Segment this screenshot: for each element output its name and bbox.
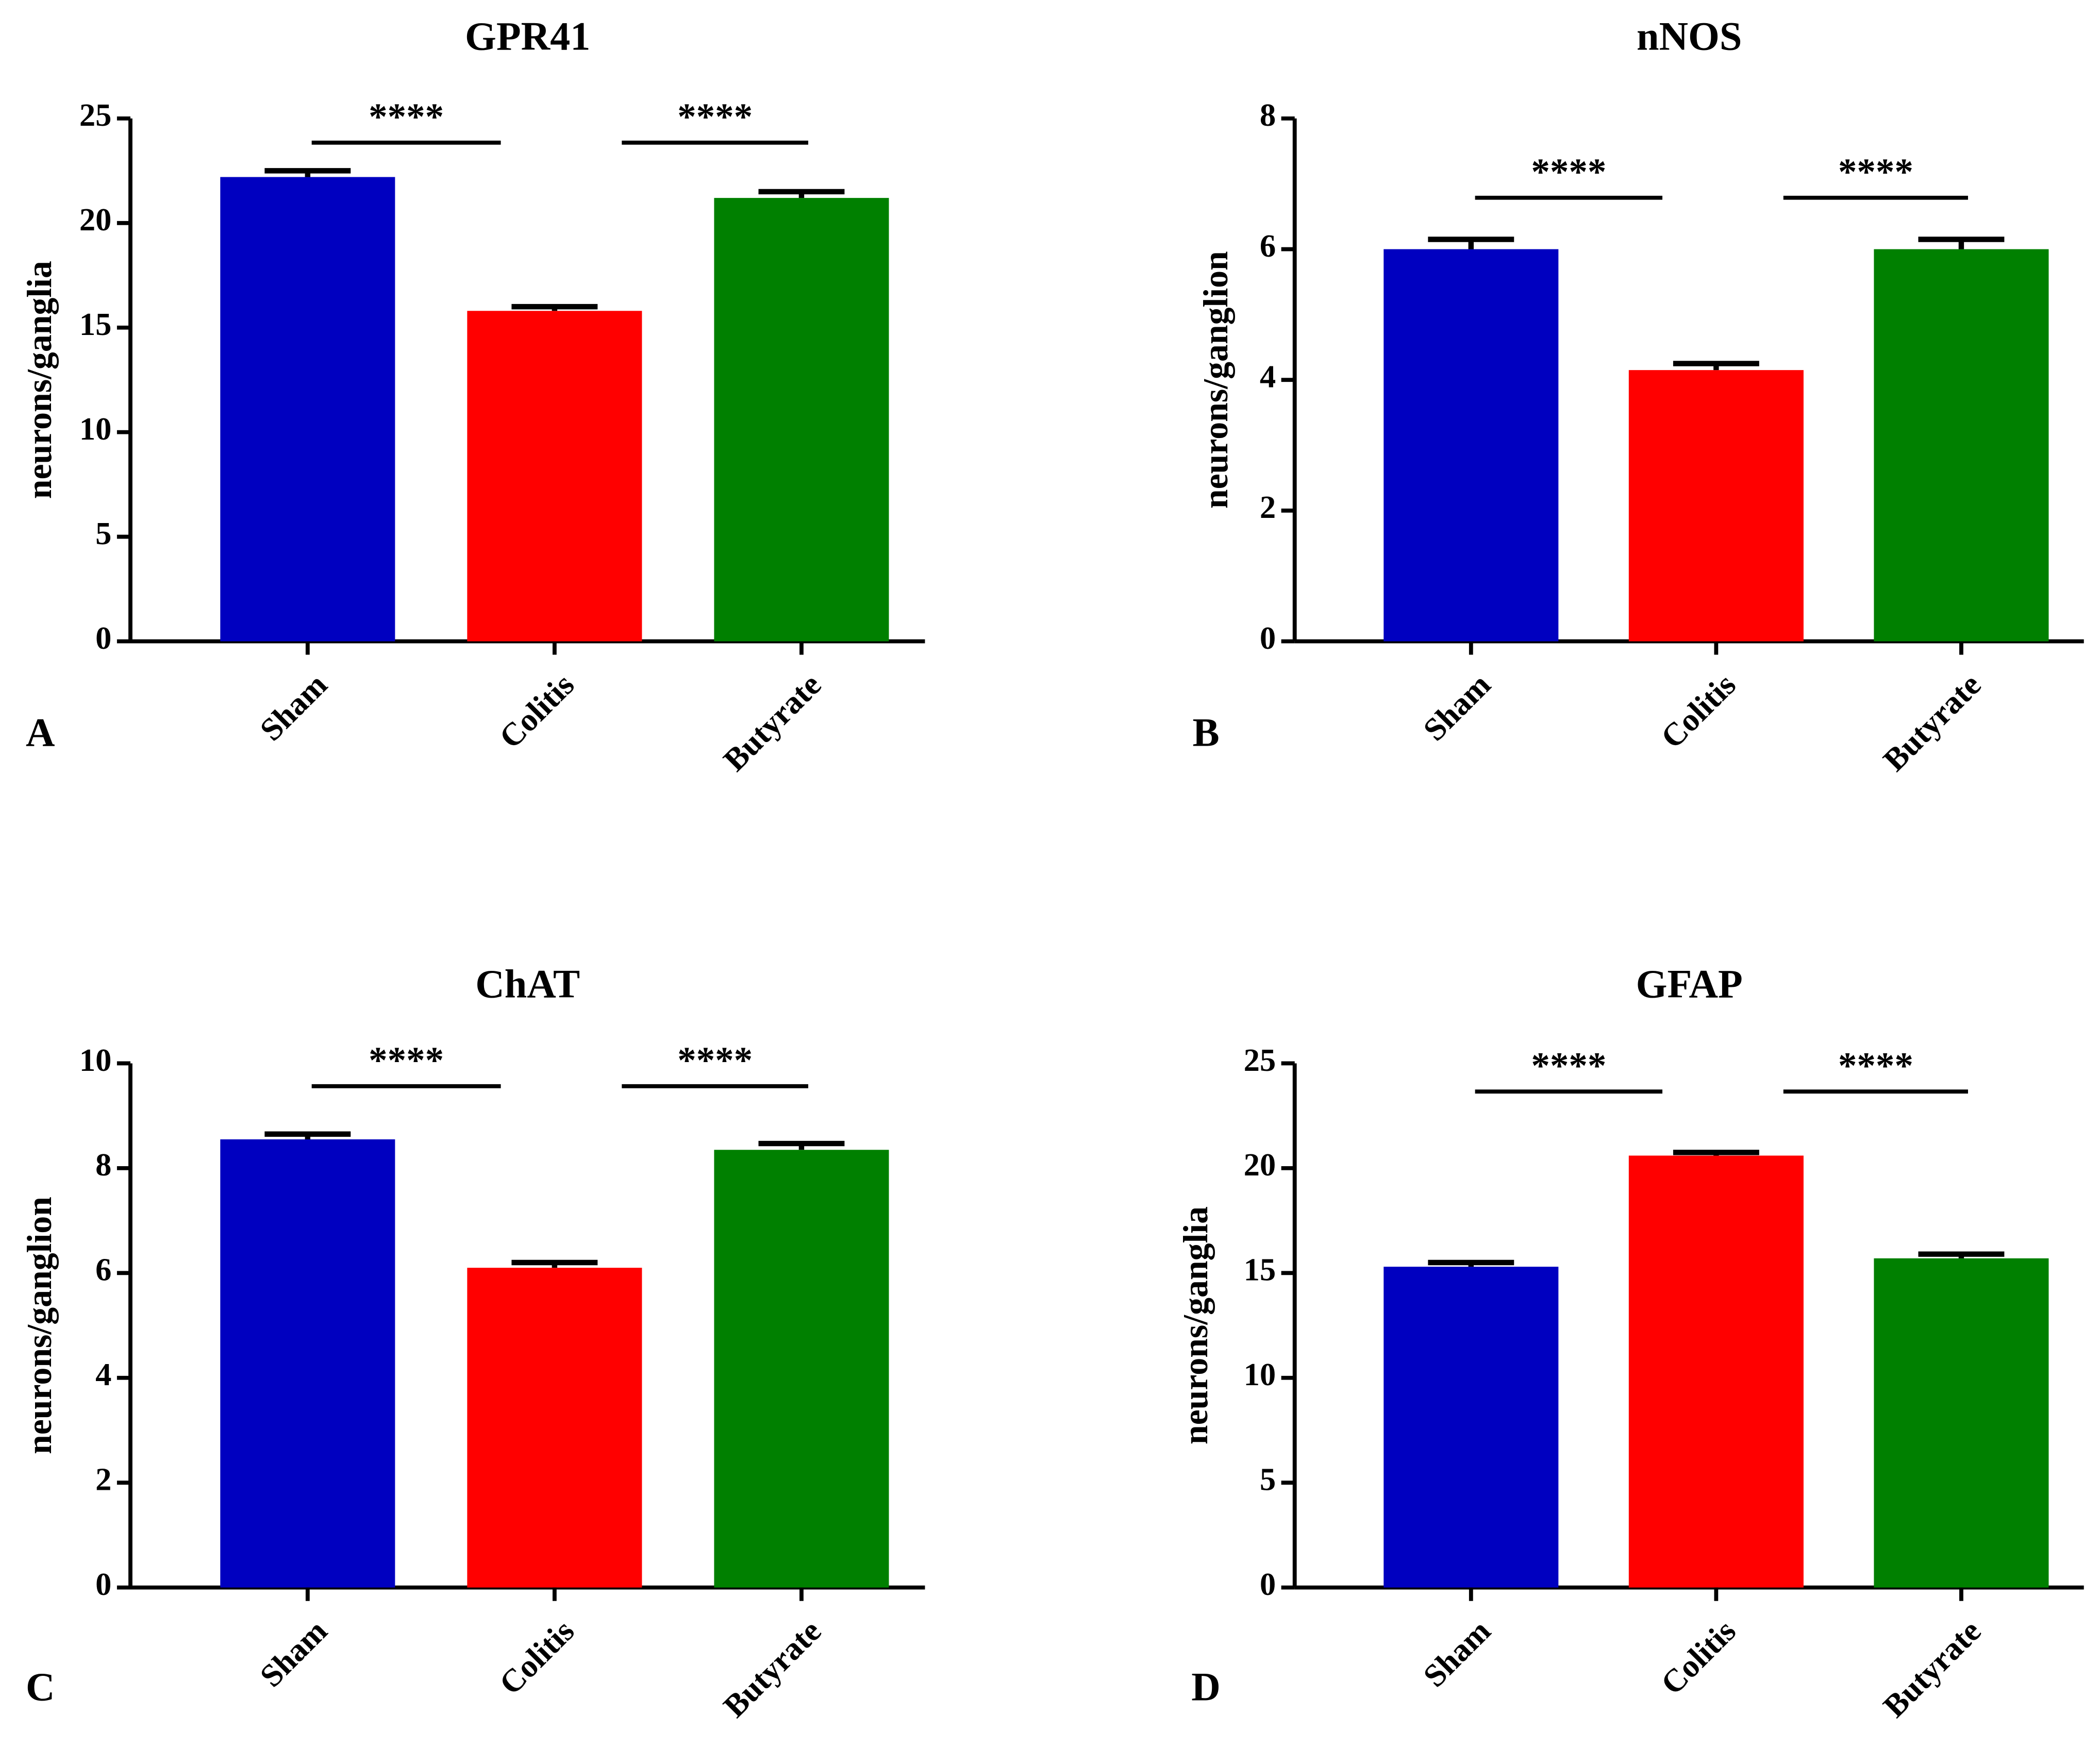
error-bar <box>511 1259 598 1268</box>
y-tick-label: 0 <box>1260 620 1276 656</box>
panel-label: A <box>26 710 55 755</box>
bar <box>467 1268 642 1588</box>
x-tick-label: Butyrate <box>1876 666 1988 778</box>
bar <box>1628 1155 1804 1588</box>
bar <box>1874 249 2049 642</box>
x-tick-label: Sham <box>1416 1612 1497 1694</box>
error-bar <box>1918 237 2005 249</box>
chart-title: GFAP <box>1636 961 1743 1006</box>
y-tick-label: 4 <box>1260 359 1276 395</box>
y-tick-label: 10 <box>79 1042 112 1078</box>
significance-label: **** <box>369 96 444 138</box>
y-tick-label: 15 <box>79 306 112 342</box>
error-bar <box>1673 361 1759 371</box>
error-bar <box>264 1131 351 1139</box>
significance-label: **** <box>1531 1045 1606 1086</box>
error-bar <box>758 1140 845 1150</box>
x-tick-label: Butyrate <box>716 666 828 778</box>
y-tick-label: 2 <box>1260 489 1276 525</box>
x-tick-label: Colitis <box>492 1612 581 1701</box>
panel-label: D <box>1191 1664 1220 1709</box>
panel-label: B <box>1192 710 1219 755</box>
y-tick-label: 2 <box>95 1461 111 1498</box>
y-tick-label: 0 <box>95 1566 111 1602</box>
x-tick-label: Butyrate <box>716 1612 828 1724</box>
bar <box>1384 249 1559 642</box>
y-tick-label: 0 <box>1260 1566 1276 1602</box>
bar <box>1628 370 1804 642</box>
chart-title: nNOS <box>1637 14 1742 59</box>
y-tick-label: 10 <box>1244 1356 1276 1392</box>
error-bar <box>1428 237 1514 249</box>
bar <box>1384 1267 1559 1588</box>
x-tick-label: Colitis <box>1654 666 1742 755</box>
error-bar <box>1428 1259 1514 1267</box>
y-tick-label: 15 <box>1244 1252 1276 1288</box>
y-tick-label: 10 <box>79 411 112 447</box>
y-axis-label: neurons/ganglia <box>1176 1206 1215 1444</box>
y-tick-label: 5 <box>1260 1461 1276 1498</box>
x-tick-label: Butyrate <box>1876 1612 1988 1724</box>
x-tick-label: Sham <box>253 1612 334 1694</box>
error-bar <box>1918 1251 2005 1258</box>
chart-title: ChAT <box>475 961 580 1006</box>
error-bar <box>264 168 351 177</box>
significance-label: **** <box>1531 151 1606 193</box>
x-tick-label: Colitis <box>492 666 581 755</box>
x-tick-label: Colitis <box>1654 1612 1742 1701</box>
y-tick-label: 8 <box>1260 97 1276 133</box>
bar <box>220 177 395 642</box>
panel-label: C <box>26 1664 55 1709</box>
error-bar <box>758 189 845 198</box>
y-tick-label: 4 <box>95 1356 111 1392</box>
error-bar <box>1673 1150 1759 1156</box>
y-tick-label: 25 <box>79 97 112 133</box>
x-tick-label: Sham <box>253 666 334 748</box>
y-tick-label: 0 <box>95 620 111 656</box>
y-tick-label: 6 <box>95 1252 111 1288</box>
significance-label: **** <box>369 1039 444 1081</box>
y-tick-label: 8 <box>95 1147 111 1183</box>
bar <box>467 311 642 642</box>
x-tick-label: Sham <box>1416 666 1497 748</box>
y-axis-label: neurons/ganglia <box>20 261 59 499</box>
y-tick-label: 25 <box>1244 1042 1276 1078</box>
significance-label: **** <box>677 96 753 138</box>
y-tick-label: 5 <box>95 515 111 551</box>
bar <box>714 198 889 642</box>
y-axis-label: neurons/ganglion <box>20 1197 59 1454</box>
bar <box>1874 1258 2049 1588</box>
bar <box>220 1139 395 1588</box>
significance-label: **** <box>1838 151 1913 193</box>
significance-label: **** <box>677 1039 753 1081</box>
y-tick-label: 20 <box>79 201 112 238</box>
y-tick-label: 6 <box>1260 228 1276 264</box>
y-axis-label: neurons/ganglion <box>1196 251 1235 509</box>
chart-title: GPR41 <box>465 14 590 59</box>
significance-label: **** <box>1838 1045 1913 1086</box>
y-tick-label: 20 <box>1244 1147 1276 1183</box>
bar <box>714 1150 889 1588</box>
error-bar <box>511 304 598 311</box>
